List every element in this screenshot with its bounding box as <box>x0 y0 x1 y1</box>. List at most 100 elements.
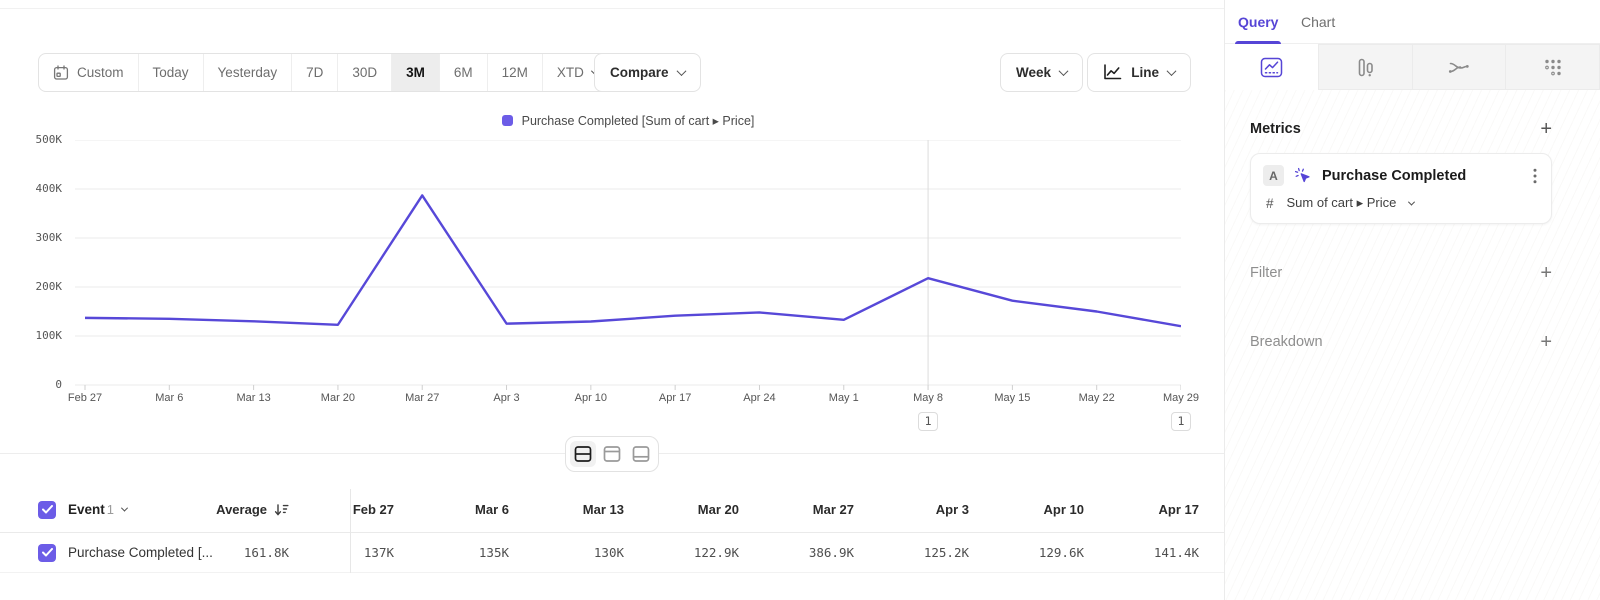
range-label: 6M <box>453 65 473 80</box>
event-count: 1 <box>106 502 114 517</box>
layout-split-horizontal-icon[interactable] <box>570 441 596 467</box>
series-line <box>84 194 1182 328</box>
table-cell-value: 137K <box>363 545 394 560</box>
table-date-header: Apr 3 <box>935 502 969 517</box>
table-date-header: Mar 6 <box>475 502 509 517</box>
breakdown-title: Breakdown <box>1250 334 1323 350</box>
table-date-header: Apr 10 <box>1043 502 1084 517</box>
tab-chart[interactable]: Chart <box>1301 0 1335 44</box>
sort-icon[interactable] <box>274 503 289 517</box>
x-tick-label: Apr 24 <box>743 392 776 404</box>
granularity-label: Week <box>1015 65 1051 80</box>
x-tick-label: Mar 27 <box>405 392 440 404</box>
calendar-icon <box>53 64 69 80</box>
compare-button[interactable]: Compare <box>594 53 701 92</box>
add-metric-button[interactable]: + <box>1540 118 1552 140</box>
y-tick-label: 200K <box>35 280 63 293</box>
table-cell-value: 141.4K <box>1153 545 1199 560</box>
range-custom[interactable]: Custom <box>39 54 139 91</box>
range-6m[interactable]: 6M <box>440 54 488 91</box>
select-all-checkbox[interactable] <box>38 500 56 519</box>
table-data-row: Purchase Completed [... 161.8K 137K 135K 1… <box>0 533 1224 573</box>
row-checkbox[interactable] <box>38 543 56 562</box>
granularity-button[interactable]: Week <box>999 53 1083 92</box>
table-cell-value: 129.6K <box>1038 545 1084 560</box>
report-type-switcher <box>1225 44 1600 90</box>
add-filter-button[interactable]: + <box>1540 262 1552 284</box>
x-tick-label: Mar 13 <box>236 392 271 404</box>
tab-chart-label: Chart <box>1301 14 1336 30</box>
sidebar-tabs: Query Chart <box>1225 0 1600 44</box>
table-date-header: Mar 13 <box>582 502 624 517</box>
range-30d[interactable]: 30D <box>338 54 393 91</box>
chevron-down-icon <box>1408 198 1416 206</box>
event-header-label: Event <box>68 502 105 517</box>
table-cell-value: 135K <box>478 545 509 560</box>
check-icon <box>41 548 53 557</box>
y-tick-label: 400K <box>35 182 63 195</box>
metric-aggregation[interactable]: # Sum of cart ▸ Price <box>1263 195 1539 211</box>
range-label: Custom <box>77 65 124 80</box>
range-3m[interactable]: 3M <box>392 54 440 91</box>
legend-swatch <box>501 115 513 126</box>
metrics-title: Metrics <box>1250 121 1301 137</box>
x-tick-label: May 15 <box>994 392 1031 404</box>
x-tick-label: Apr 17 <box>658 392 692 404</box>
numeric-property-icon: # <box>1266 195 1274 211</box>
flows-icon[interactable] <box>1411 44 1506 90</box>
x-tick-label: Mar 20 <box>320 392 356 404</box>
compare-label: Compare <box>610 65 669 80</box>
x-axis: Feb 27 Mar 6 Mar 13 Mar 20 Mar 27 Apr 3 Apr 10… <box>68 392 1199 408</box>
table-header-row: Event 1 Average Feb 27 Mar 6 Mar 13 Mar 20 M… <box>0 487 1224 533</box>
y-tick-label: 500K <box>35 133 63 146</box>
chart-type-label: Line <box>1131 65 1159 80</box>
x-tick-label: Mar 6 <box>155 392 184 404</box>
main-panel: Custom Today Yesterday 7D 30D 3M 6M 12M XTD Comp… <box>0 8 1224 600</box>
metric-event-name: Purchase Completed <box>1322 167 1467 184</box>
insights-chart-icon[interactable] <box>1225 44 1318 90</box>
metric-card[interactable]: A Purchase Completed # Sum o <box>1250 153 1552 224</box>
range-today[interactable]: Today <box>139 54 204 91</box>
range-12m[interactable]: 12M <box>488 54 543 91</box>
table-date-header: Apr 17 <box>1158 502 1199 517</box>
kebab-menu-icon[interactable] <box>1531 166 1539 186</box>
retention-grid-icon[interactable] <box>1505 44 1600 90</box>
table-column-divider <box>350 489 351 573</box>
tab-query[interactable]: Query <box>1234 0 1282 44</box>
y-tick-label: 300K <box>35 231 63 244</box>
table-cell-value: 386.9K <box>808 545 854 560</box>
range-yesterday[interactable]: Yesterday <box>204 54 293 91</box>
filter-title: Filter <box>1250 265 1283 281</box>
date-range-control: Custom Today Yesterday 7D 30D 3M 6M 12M XTD <box>38 53 612 92</box>
y-tick-label: 0 <box>55 378 62 391</box>
range-label: XTD <box>556 65 584 80</box>
chevron-down-icon <box>120 504 129 512</box>
range-xtd[interactable]: XTD <box>543 54 611 91</box>
aggregation-label: Sum of cart ▸ Price <box>1286 195 1397 210</box>
breakdown-table: Event 1 Average Feb 27 Mar 6 Mar 13 Mar 20 M… <box>0 487 1224 600</box>
top-divider <box>0 8 1224 9</box>
table-cell-value: 122.9K <box>693 545 739 560</box>
annotation-badge[interactable]: 1 <box>918 412 939 431</box>
table-date-header: Feb 27 <box>352 502 394 517</box>
check-icon <box>41 505 53 514</box>
line-chart-plot[interactable] <box>75 139 1182 390</box>
click-event-icon <box>1294 167 1312 185</box>
chevron-down-icon <box>1058 66 1069 77</box>
range-7d[interactable]: 7D <box>292 54 339 91</box>
layout-panel-top-icon[interactable] <box>599 441 625 467</box>
add-breakdown-button[interactable]: + <box>1540 331 1552 353</box>
chart-type-button[interactable]: Line <box>1087 53 1191 92</box>
query-builder: Metrics + A Purchase Completed <box>1225 90 1600 600</box>
legend-label: Purchase Completed [Sum of cart ▸ Price] <box>521 114 755 128</box>
table-cell-value: 125.2K <box>923 545 969 560</box>
range-label: 7D <box>306 65 324 80</box>
bar-chart-icon[interactable] <box>1317 44 1412 90</box>
line-chart-icon <box>1103 64 1122 81</box>
annotation-badge[interactable]: 1 <box>1171 412 1191 431</box>
layout-toggle <box>565 436 659 472</box>
layout-panel-bottom-icon[interactable] <box>628 441 654 467</box>
range-label: 3M <box>406 65 425 80</box>
event-header-toggle[interactable]: Event 1 <box>68 502 129 517</box>
x-tick-label: May 22 <box>1078 392 1115 404</box>
